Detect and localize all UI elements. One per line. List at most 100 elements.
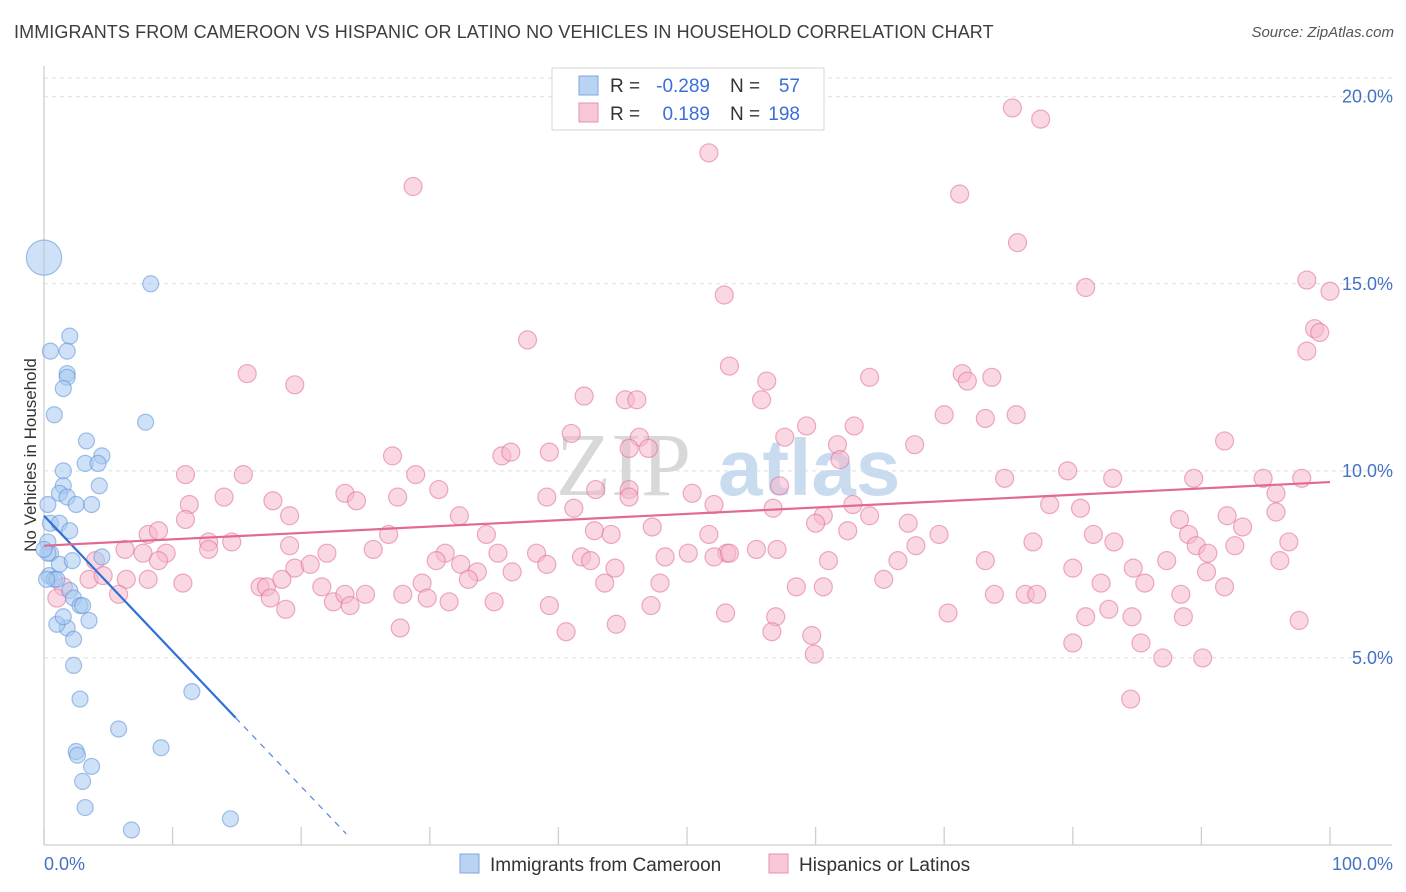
data-point: [355, 584, 376, 604]
data-point: [950, 184, 970, 204]
legend-swatch-pink: [578, 102, 599, 123]
data-point: [995, 468, 1015, 488]
data-point: [502, 562, 522, 582]
data-point: [860, 506, 880, 526]
data-point: [1279, 532, 1299, 552]
data-point: [1171, 584, 1191, 604]
data-point: [517, 330, 538, 350]
data-point: [233, 464, 253, 485]
data-point: [1217, 506, 1237, 526]
data-point: [25, 239, 63, 276]
data-point: [539, 442, 559, 462]
data-point: [601, 524, 621, 545]
data-point: [89, 454, 107, 472]
data-point: [1232, 517, 1253, 537]
legend-r-value-2: 0.189: [662, 104, 710, 125]
data-point: [1289, 610, 1309, 631]
data-point: [403, 176, 423, 197]
data-point: [757, 371, 777, 391]
data-point: [804, 644, 824, 664]
data-point: [1253, 468, 1273, 488]
data-point: [67, 495, 85, 514]
data-point: [1104, 532, 1124, 552]
data-point: [1157, 551, 1177, 571]
data-point: [1193, 648, 1213, 668]
data-point: [564, 498, 584, 518]
data-point: [54, 462, 72, 480]
data-point: [898, 513, 918, 533]
data-point: [221, 810, 240, 828]
data-point: [1099, 599, 1119, 619]
data-point: [714, 285, 734, 305]
data-point: [802, 625, 822, 646]
data-point: [650, 573, 670, 593]
data-point: [388, 487, 408, 507]
data-point: [142, 275, 160, 293]
data-point: [1002, 98, 1022, 118]
data-point: [751, 390, 772, 410]
x-tick-label-start: 0.0%: [44, 854, 85, 874]
data-point: [762, 622, 782, 642]
data-point: [606, 614, 626, 634]
data-point: [64, 630, 83, 648]
data-point: [619, 487, 639, 507]
data-point: [584, 521, 605, 541]
data-point: [1214, 431, 1235, 451]
data-point: [417, 588, 437, 608]
data-point: [390, 618, 410, 638]
data-point: [1063, 558, 1083, 578]
data-point: [619, 438, 639, 459]
data-point: [838, 521, 858, 541]
data-point: [586, 479, 606, 500]
data-point: [58, 342, 76, 360]
data-point: [561, 423, 581, 444]
data-point: [786, 577, 806, 597]
data-point: [682, 483, 702, 503]
data-point: [1027, 584, 1047, 604]
data-point: [346, 491, 367, 511]
data-point: [975, 408, 995, 429]
data-point: [363, 539, 383, 560]
data-point: [934, 405, 954, 425]
data-point: [148, 551, 169, 571]
data-point: [678, 543, 698, 563]
data-point: [1123, 558, 1143, 578]
data-point: [1122, 607, 1142, 627]
trend-line-cameroon: [43, 514, 237, 719]
source-attribution: Source: ZipAtlas.com: [1251, 24, 1394, 41]
legend-n-label-2: N =: [730, 104, 760, 125]
legend-n-value-2: 198: [768, 104, 800, 125]
data-point: [699, 524, 719, 545]
data-point: [393, 584, 413, 604]
watermark: ZIP atlas: [556, 416, 900, 515]
data-point: [796, 416, 817, 436]
data-point: [1058, 461, 1078, 481]
data-point: [746, 539, 767, 560]
data-point: [449, 506, 469, 526]
data-point: [73, 596, 92, 615]
data-point: [1040, 494, 1060, 515]
data-point: [426, 551, 446, 571]
data-point: [276, 599, 296, 619]
data-point: [595, 573, 615, 593]
data-point: [1196, 562, 1217, 582]
data-point: [61, 327, 79, 345]
y-tick-label: 5.0%: [1352, 648, 1393, 668]
data-point: [263, 491, 283, 511]
legend-swatch-blue: [578, 75, 599, 96]
chart-title: IMMIGRANTS FROM CAMEROON VS HISPANIC OR …: [14, 22, 994, 42]
data-point: [439, 592, 459, 612]
data-point: [1091, 573, 1111, 593]
trend-lines: [43, 480, 1331, 835]
x-tick-label-end: 100.0%: [1332, 854, 1393, 874]
data-point: [627, 390, 647, 410]
data-point: [68, 746, 87, 764]
data-point: [54, 379, 72, 398]
y-tick-label: 20.0%: [1342, 87, 1393, 107]
legend-r-label-1: R =: [610, 76, 640, 97]
data-point: [317, 543, 337, 563]
data-point: [64, 656, 83, 675]
data-point: [1070, 498, 1091, 518]
series-legend: Immigrants from Cameroon Hispanics or La…: [459, 853, 970, 876]
